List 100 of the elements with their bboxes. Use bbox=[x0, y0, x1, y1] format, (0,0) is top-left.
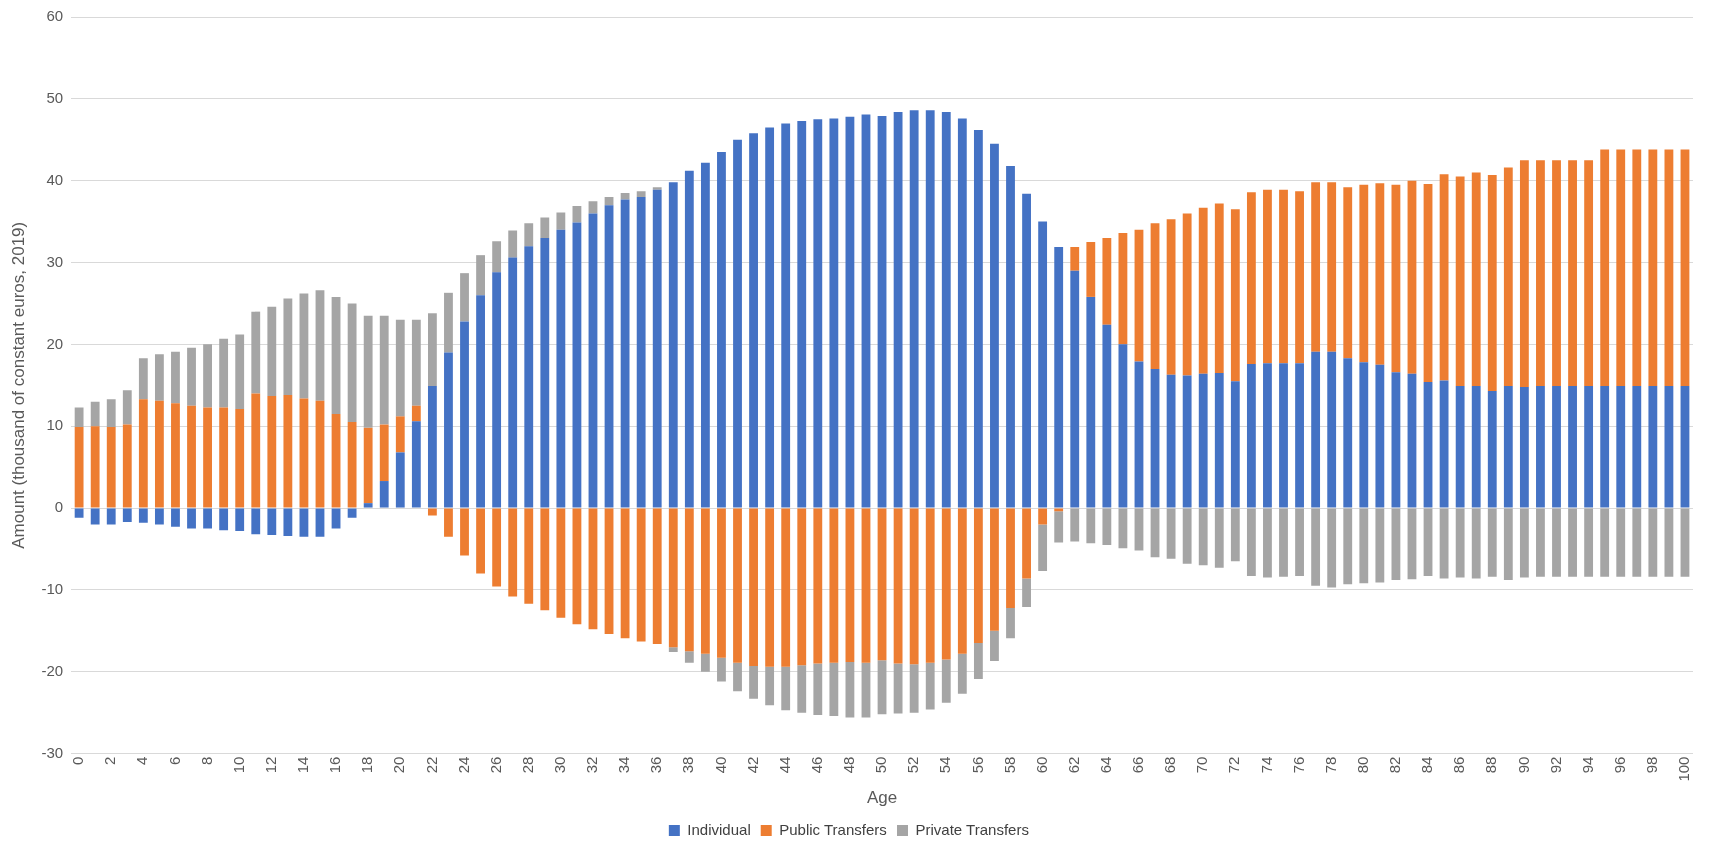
bar bbox=[524, 246, 534, 508]
bar bbox=[1439, 174, 1449, 381]
x-tick-label: 92 bbox=[1546, 756, 1564, 774]
bar bbox=[1006, 508, 1015, 608]
bar bbox=[1230, 381, 1240, 508]
bar bbox=[1327, 351, 1337, 508]
bar bbox=[1311, 508, 1321, 586]
bar bbox=[427, 386, 437, 508]
bar bbox=[1230, 508, 1240, 562]
x-tick-label: 74 bbox=[1257, 756, 1275, 774]
bar bbox=[684, 651, 694, 663]
bar bbox=[1471, 172, 1481, 387]
bar bbox=[797, 120, 807, 508]
bar bbox=[973, 508, 983, 644]
bar bbox=[1182, 213, 1192, 376]
bar bbox=[1054, 246, 1064, 508]
bar bbox=[331, 296, 341, 414]
bar bbox=[813, 508, 823, 664]
x-tick-label: 100 bbox=[1675, 756, 1693, 782]
bar bbox=[171, 351, 180, 404]
bar bbox=[797, 508, 807, 666]
bar bbox=[1343, 187, 1353, 359]
bar bbox=[1584, 386, 1594, 508]
bar bbox=[460, 273, 469, 322]
x-tick-label: 10 bbox=[229, 756, 247, 774]
bar bbox=[154, 400, 164, 508]
bar bbox=[1632, 508, 1642, 577]
bar bbox=[588, 508, 598, 630]
bar bbox=[492, 241, 502, 273]
bar bbox=[315, 400, 325, 508]
bar bbox=[1198, 207, 1208, 374]
bar bbox=[1214, 373, 1224, 508]
bar bbox=[411, 405, 421, 422]
bar bbox=[90, 426, 100, 508]
bar bbox=[1086, 242, 1096, 297]
x-tick-label: 26 bbox=[486, 756, 504, 774]
bar bbox=[1423, 508, 1433, 576]
bar bbox=[138, 399, 148, 508]
bar bbox=[556, 508, 566, 618]
bar bbox=[347, 508, 357, 518]
bar bbox=[1166, 508, 1176, 559]
bar bbox=[1471, 386, 1481, 508]
bar bbox=[733, 508, 742, 663]
bar bbox=[941, 659, 951, 703]
bar bbox=[909, 508, 919, 665]
bar bbox=[1407, 508, 1417, 580]
bar bbox=[1150, 508, 1160, 558]
bar bbox=[990, 508, 999, 631]
x-tick-label: 16 bbox=[326, 756, 344, 774]
bar bbox=[251, 393, 261, 508]
bar bbox=[1455, 386, 1465, 508]
bar bbox=[1568, 386, 1577, 508]
x-tick-label: 96 bbox=[1610, 756, 1628, 774]
bar bbox=[1118, 344, 1128, 508]
x-tick-label: 86 bbox=[1450, 756, 1468, 774]
bar bbox=[411, 421, 421, 508]
bar bbox=[829, 662, 839, 716]
bar bbox=[1519, 386, 1529, 508]
bar bbox=[1279, 189, 1288, 364]
bar bbox=[1391, 372, 1401, 508]
x-tick-label: 52 bbox=[904, 756, 922, 774]
bar bbox=[925, 662, 935, 710]
bar bbox=[797, 665, 807, 713]
bar bbox=[1182, 508, 1192, 564]
y-axis-title: Amount (thousand of constant euros, 2019) bbox=[8, 221, 28, 549]
x-tick-label: 4 bbox=[133, 756, 151, 765]
x-tick-label: 42 bbox=[743, 756, 761, 774]
bar bbox=[444, 352, 453, 508]
bar bbox=[1343, 508, 1353, 585]
bar bbox=[1664, 386, 1674, 508]
bar bbox=[1503, 167, 1513, 387]
bar bbox=[1503, 508, 1513, 581]
bar bbox=[909, 110, 919, 508]
bar bbox=[138, 508, 148, 523]
y-tick-label: 50 bbox=[46, 88, 64, 106]
bar bbox=[1536, 508, 1545, 577]
bar bbox=[588, 213, 598, 508]
bar bbox=[1552, 508, 1561, 577]
bar bbox=[235, 409, 245, 508]
bar bbox=[1487, 174, 1497, 392]
bar bbox=[925, 508, 935, 663]
bar bbox=[1439, 508, 1449, 579]
bar bbox=[251, 508, 261, 535]
bar bbox=[524, 223, 534, 247]
y-tick-label: 60 bbox=[46, 7, 64, 25]
bar bbox=[1038, 221, 1048, 508]
bar bbox=[74, 407, 84, 428]
bar bbox=[1102, 237, 1112, 325]
bar bbox=[508, 508, 518, 597]
bar bbox=[620, 508, 630, 639]
bar bbox=[508, 257, 518, 508]
bar bbox=[171, 508, 180, 527]
bar bbox=[893, 508, 903, 664]
x-tick-label: 54 bbox=[936, 756, 954, 774]
bar bbox=[347, 303, 357, 423]
bar bbox=[1038, 524, 1048, 572]
bar bbox=[315, 508, 325, 537]
bar bbox=[1166, 374, 1176, 508]
bar bbox=[1246, 192, 1256, 365]
bar bbox=[957, 653, 967, 694]
